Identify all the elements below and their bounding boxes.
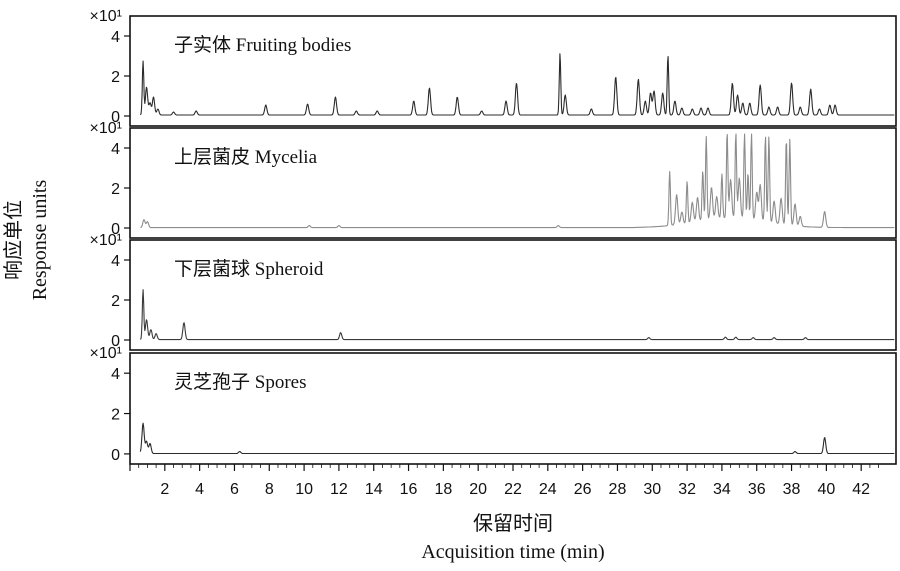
- panel-frame-1: [129, 15, 897, 127]
- x-tick-label: 38: [783, 481, 801, 498]
- x-tick-label: 10: [295, 481, 313, 498]
- x-tick-label: 36: [748, 481, 766, 498]
- x-tick-label: 8: [265, 481, 274, 498]
- y-tick-label: 2: [111, 181, 120, 198]
- y-tick-label: 2: [111, 407, 120, 424]
- x-tick-label: 32: [678, 481, 696, 498]
- y-multiplier-label: ×10¹: [90, 232, 122, 249]
- y-axis-label-en: Response units: [29, 180, 51, 301]
- y-axis-label-zh: 响应单位: [2, 200, 25, 280]
- x-tick-label: 34: [713, 481, 731, 498]
- y-tick-label: 4: [111, 141, 120, 158]
- x-axis-label-zh: 保留时间: [473, 512, 553, 535]
- y-multiplier-label: ×10¹: [90, 345, 122, 362]
- panel-title-4: 灵芝孢子 Spores: [174, 371, 306, 393]
- x-tick-label: 26: [574, 481, 592, 498]
- x-tick-label: 40: [817, 481, 835, 498]
- x-axis-label-en: Acquisition time (min): [421, 541, 604, 563]
- y-tick-label: 2: [111, 69, 120, 86]
- series-trace-4: [139, 422, 895, 455]
- x-tick-label: 22: [504, 481, 522, 498]
- y-tick-label: 0: [111, 221, 120, 238]
- series-trace-1: [139, 53, 895, 116]
- y-tick-label: 0: [111, 447, 120, 464]
- x-tick-label: 12: [330, 481, 348, 498]
- y-tick-label: 2: [111, 293, 120, 310]
- panel-frame-2: [129, 127, 897, 239]
- series-trace-2: [140, 133, 895, 229]
- y-multiplier-label: ×10¹: [90, 8, 122, 25]
- x-tick-label: 6: [230, 481, 239, 498]
- y-tick-label: 0: [111, 109, 120, 126]
- x-tick-label: 2: [160, 481, 169, 498]
- panel-title-1: 子实体 Fruiting bodies: [174, 34, 351, 56]
- series-trace-3: [139, 289, 895, 341]
- panel-title-2: 上层菌皮 Mycelia: [174, 146, 318, 168]
- x-tick-label: 24: [539, 481, 557, 498]
- panel-title-3: 下层菌球 Spheroid: [174, 258, 324, 280]
- y-tick-label: 4: [111, 29, 120, 46]
- x-tick-label: 42: [852, 481, 870, 498]
- x-tick-label: 16: [400, 481, 418, 498]
- y-tick-label: 0: [111, 333, 120, 350]
- y-tick-label: 4: [111, 366, 120, 383]
- panel-frame-3: [129, 239, 897, 351]
- x-tick-label: 28: [609, 481, 627, 498]
- x-tick-label: 18: [434, 481, 452, 498]
- x-tick-label: 14: [365, 481, 383, 498]
- y-multiplier-label: ×10¹: [90, 120, 122, 137]
- panel-frame-4: [129, 352, 897, 465]
- y-tick-label: 4: [111, 253, 120, 270]
- x-tick-label: 4: [195, 481, 204, 498]
- x-tick-label: 20: [469, 481, 487, 498]
- x-tick-label: 30: [643, 481, 661, 498]
